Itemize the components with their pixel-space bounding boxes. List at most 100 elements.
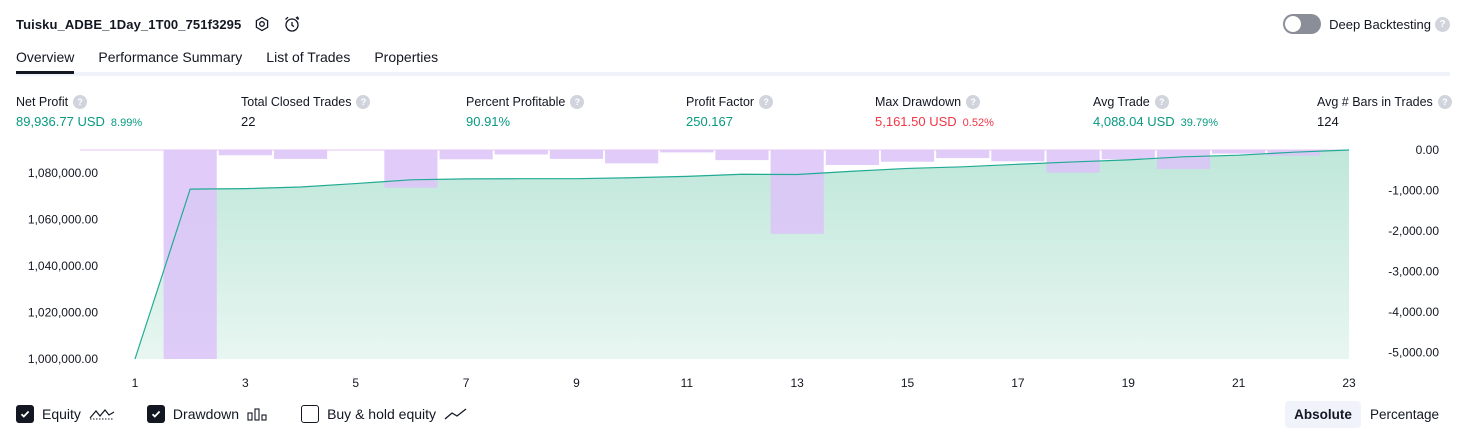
info-icon[interactable]: ? (1154, 95, 1169, 109)
drawdown-bar (825, 150, 879, 165)
metric-label: Avg Trade (1093, 95, 1150, 109)
x-tick-label: 7 (463, 376, 470, 390)
strategy-title: Tuisku_ADBE_1Day_1T00_751f3295 (16, 16, 242, 32)
right-tick-label: -3,000.00 (1388, 264, 1439, 278)
deep-backtesting-label: Deep Backtesting (1329, 16, 1431, 32)
metric-value: 90.91% (466, 114, 511, 129)
drawdown-bar (1212, 150, 1266, 154)
info-icon[interactable]: ? (1437, 95, 1452, 109)
equity-drawdown-chart[interactable]: 1 3 5 7 9 11 13 15 17 19 21 231,080,000.001,060,000… (0, 140, 1466, 395)
buy-hold-checkbox[interactable] (301, 405, 320, 423)
tab-performance-summary[interactable]: Performance Summary (98, 49, 243, 65)
x-tick-label: 9 (573, 376, 580, 390)
metric-percent: 0.52% (962, 117, 994, 129)
x-tick-label: 15 (901, 376, 915, 390)
chart-legend: Equity Drawdown Buy & hold equity (16, 403, 500, 425)
drawdown-bar (715, 150, 769, 161)
legend-equity-label: Equity (42, 406, 81, 422)
legend-drawdown-label: Drawdown (172, 406, 240, 422)
drawdown-bar (549, 150, 604, 159)
drawdown-bar (880, 150, 935, 162)
drawdown-bar (660, 150, 714, 153)
add-alert-icon[interactable] (281, 13, 303, 35)
equity-line-icon (89, 407, 115, 421)
metric-label: Total Closed Trades (241, 95, 352, 109)
x-tick-label: 11 (681, 376, 694, 390)
tabs-divider (16, 72, 1450, 76)
info-icon[interactable]: ? (570, 95, 585, 109)
metric-percent-profitable: Percent Profitable? 90.91% (466, 94, 585, 130)
equity-checkbox[interactable] (16, 405, 34, 423)
legend-buy-hold[interactable]: Buy & hold equity (301, 405, 468, 423)
equity-area (135, 150, 1349, 359)
absolute-button[interactable]: Absolute (1285, 401, 1361, 428)
left-tick-label: 1,040,000.00 (28, 259, 98, 273)
metric-label: Percent Profitable (466, 95, 566, 109)
drawdown-bar (1156, 150, 1211, 170)
left-tick-label: 1,000,000.00 (28, 352, 98, 366)
drawdown-bar (605, 150, 659, 164)
drawdown-bar (384, 150, 438, 188)
right-tick-label: -4,000.00 (1388, 305, 1439, 319)
tab-list-of-trades[interactable]: List of Trades (266, 49, 351, 65)
left-tick-label: 1,080,000.00 (28, 166, 98, 180)
metric-avg-bars: Avg # Bars in Trades? 124 (1317, 94, 1452, 130)
legend-buy-hold-label: Buy & hold equity (327, 406, 437, 422)
toggle-knob (1285, 16, 1302, 32)
settings-icon[interactable] (251, 13, 273, 35)
drawdown-bar (1101, 150, 1155, 160)
metric-percent: 39.79% (1180, 117, 1218, 129)
buy-hold-line-icon (444, 407, 468, 421)
right-tick-label: -5,000.00 (1388, 345, 1439, 359)
info-icon[interactable]: ? (73, 95, 88, 109)
tab-bar: Overview Performance Summary List of Tra… (16, 44, 462, 76)
x-tick-label: 1 (132, 376, 139, 390)
right-tick-label: -1,000.00 (1388, 183, 1439, 197)
help-icon[interactable]: ? (1435, 16, 1450, 32)
x-tick-label: 3 (242, 376, 249, 390)
legend-drawdown[interactable]: Drawdown (146, 405, 269, 423)
right-tick-label: -2,000.00 (1388, 224, 1439, 238)
drawdown-bar (273, 150, 328, 159)
metric-label: Net Profit (16, 95, 69, 109)
x-tick-label: 13 (791, 376, 805, 390)
info-icon[interactable]: ? (966, 95, 981, 109)
x-tick-label: 17 (1011, 376, 1025, 390)
scale-mode-switch: Absolute Percentage (1285, 401, 1448, 428)
metric-total-closed-trades: Total Closed Trades? 22 (241, 94, 371, 130)
drawdown-bar (218, 150, 272, 156)
tab-overview[interactable]: Overview (16, 44, 75, 74)
drawdown-bar (770, 150, 824, 234)
metric-max-drawdown: Max Drawdown? 5,161.50 USD 0.52% (875, 94, 994, 130)
drawdown-bar (439, 150, 493, 160)
info-icon[interactable]: ? (759, 95, 774, 109)
metric-percent: 8.99% (110, 117, 143, 129)
legend-equity[interactable]: Equity (16, 405, 115, 423)
metric-value: 4,088.04 USD (1093, 114, 1175, 129)
metric-value: 5,161.50 USD (875, 114, 957, 129)
percentage-button[interactable]: Percentage (1369, 407, 1439, 422)
x-tick-label: 5 (352, 376, 359, 390)
equity-line (134, 149, 1350, 360)
deep-backtesting: Deep Backtesting ? (1283, 12, 1450, 36)
metric-avg-trade: Avg Trade? 4,088.04 USD 39.79% (1093, 94, 1218, 130)
strategy-header: Tuisku_ADBE_1Day_1T00_751f3295 (16, 12, 303, 36)
left-tick-label: 1,060,000.00 (28, 213, 98, 227)
info-icon[interactable]: ? (356, 95, 371, 109)
right-tick-label: 0.00 (1416, 143, 1440, 157)
x-tick-label: 23 (1342, 376, 1356, 390)
metric-net-profit: Net Profit? 89,936.77 USD 8.99% (16, 94, 142, 130)
metric-value: 124 (1317, 114, 1339, 129)
metric-value: 89,936.77 USD (16, 114, 105, 129)
metric-value: 22 (241, 114, 256, 129)
drawdown-checkbox[interactable] (146, 405, 165, 423)
drawdown-bars-icon (247, 407, 269, 421)
left-tick-label: 1,020,000.00 (28, 306, 98, 320)
metric-profit-factor: Profit Factor? 250.167 (686, 94, 774, 130)
tab-properties[interactable]: Properties (374, 49, 439, 65)
metric-label: Avg # Bars in Trades (1317, 95, 1433, 109)
x-tick-label: 21 (1232, 376, 1246, 390)
metric-label: Profit Factor (686, 95, 755, 109)
drawdown-bar (163, 150, 217, 359)
deep-backtesting-toggle[interactable] (1283, 14, 1322, 34)
